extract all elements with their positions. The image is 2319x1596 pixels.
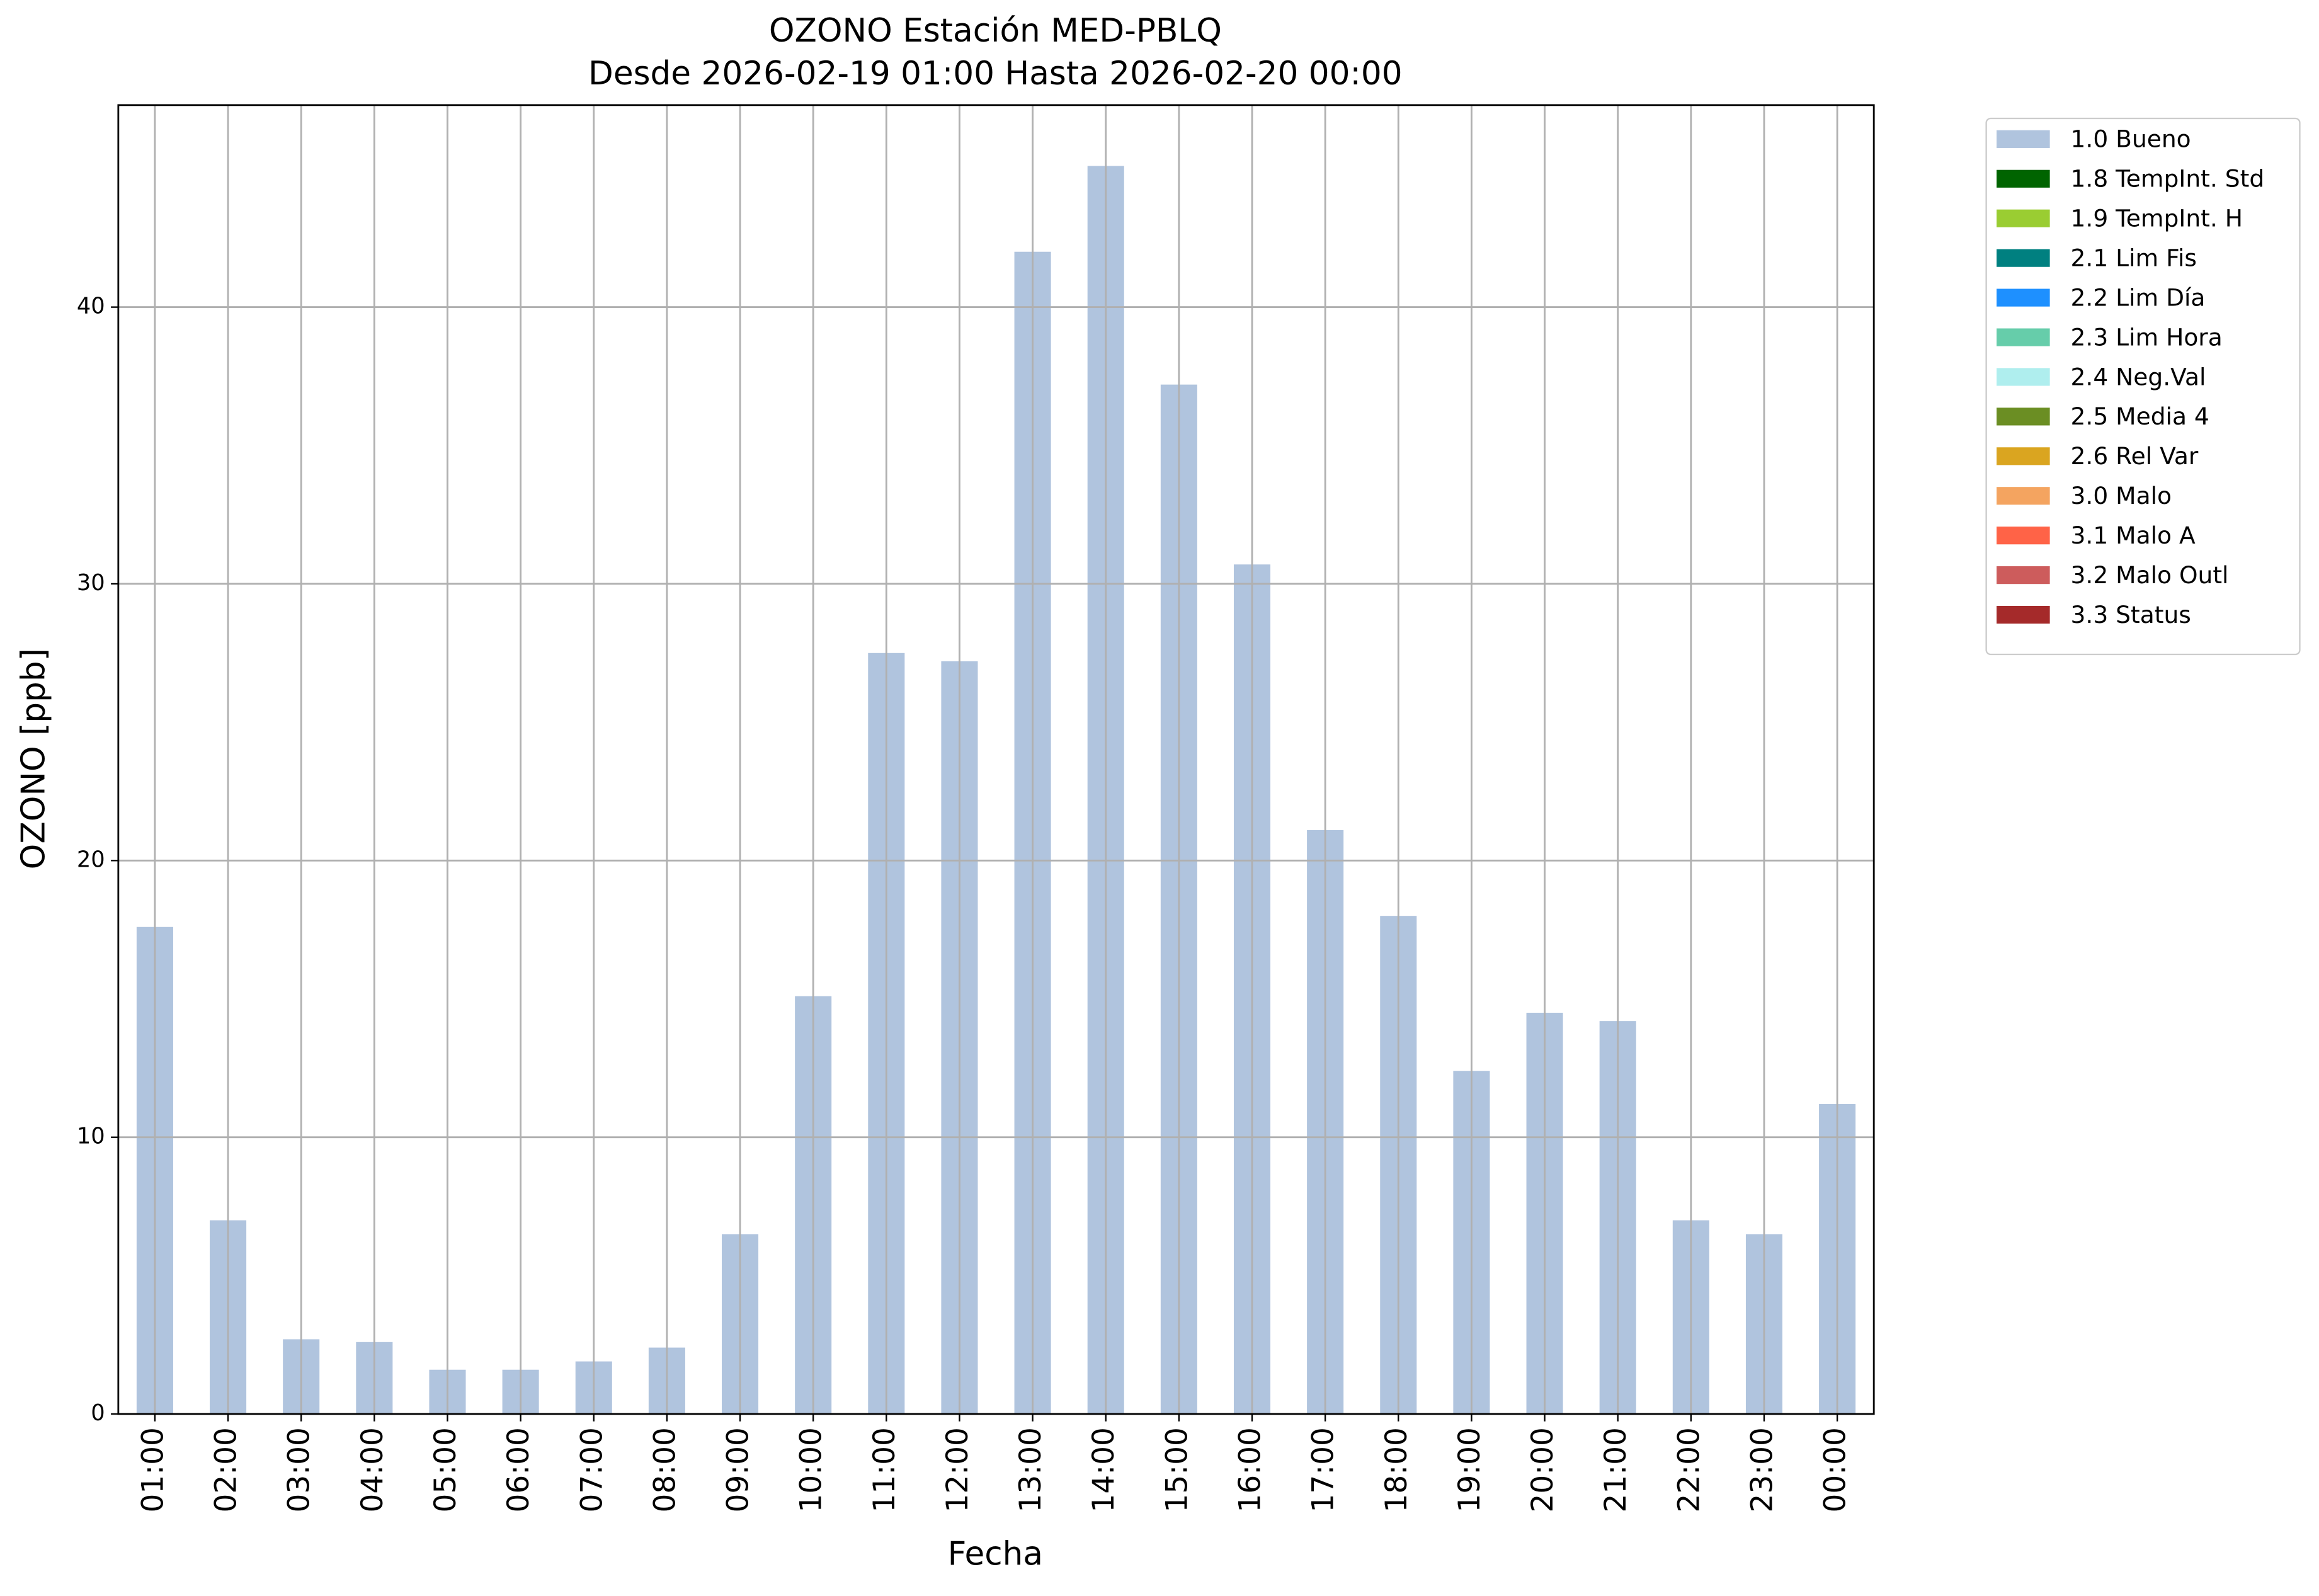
legend-swatch (1997, 487, 2050, 505)
legend-label: 1.0 Bueno (2071, 125, 2191, 153)
legend-swatch (1997, 169, 2050, 188)
legend-swatch (1997, 209, 2050, 227)
legend-label: 2.6 Rel Var (2071, 442, 2199, 470)
legend-swatch (1997, 447, 2050, 465)
x-tick-label: 06:00 (501, 1427, 536, 1512)
x-tick-label: 21:00 (1598, 1427, 1633, 1512)
x-tick-label: 08:00 (647, 1427, 682, 1512)
legend-label: 2.3 Lim Hora (2071, 323, 2223, 351)
chart-subtitle: Desde 2026-02-19 01:00 Hasta 2026-02-20 … (588, 55, 1403, 93)
x-tick-label: 14:00 (1086, 1427, 1121, 1512)
x-tick-label: 02:00 (209, 1427, 244, 1512)
legend-label: 2.1 Lim Fis (2071, 244, 2197, 272)
legend-label: 1.8 TempInt. Std (2071, 165, 2265, 193)
x-tick-label: 20:00 (1525, 1427, 1560, 1512)
x-tick-label: 22:00 (1672, 1427, 1706, 1512)
x-tick-label: 23:00 (1745, 1427, 1779, 1512)
x-tick-label: 04:00 (355, 1427, 390, 1512)
y-tick-label: 30 (77, 570, 105, 596)
legend-label: 2.2 Lim Día (2071, 283, 2206, 311)
x-tick-label: 19:00 (1452, 1427, 1487, 1512)
x-tick-label: 01:00 (135, 1427, 170, 1512)
legend-label: 3.3 Status (2071, 601, 2191, 629)
x-tick-label: 05:00 (428, 1427, 463, 1512)
legend-swatch (1997, 130, 2050, 148)
legend-swatch (1997, 368, 2050, 386)
plot-frame (117, 104, 1875, 1415)
x-tick-label: 18:00 (1379, 1427, 1414, 1512)
x-tick-label: 00:00 (1818, 1427, 1853, 1512)
y-tick-label: 0 (91, 1400, 105, 1426)
legend-label: 2.4 Neg.Val (2071, 363, 2206, 390)
x-tick-label: 07:00 (574, 1427, 609, 1512)
legend-label: 3.1 Malo A (2071, 522, 2196, 549)
legend-swatch (1997, 288, 2050, 307)
x-tick-label: 12:00 (940, 1427, 975, 1512)
legend-swatch (1997, 605, 2050, 624)
y-tick-label: 10 (77, 1124, 105, 1149)
x-axis-label: Fecha (948, 1535, 1043, 1573)
x-tick-label: 10:00 (794, 1427, 829, 1512)
y-axis-label: OZONO [ppb] (14, 648, 52, 869)
legend-swatch (1997, 408, 2050, 426)
chart-title: OZONO Estación MED-PBLQ (769, 12, 1222, 50)
x-tick-label: 13:00 (1013, 1427, 1048, 1512)
x-tick-label: 09:00 (721, 1427, 756, 1512)
legend-label: 3.2 Malo Outl (2071, 561, 2229, 589)
legend-swatch (1997, 328, 2050, 346)
x-tick-label: 16:00 (1233, 1427, 1268, 1512)
legend-swatch (1997, 566, 2050, 584)
legend-label: 3.0 Malo (2071, 482, 2172, 510)
legend-swatch (1997, 249, 2050, 267)
y-tick-label: 20 (77, 846, 105, 872)
legend-label: 1.9 TempInt. H (2071, 205, 2243, 232)
x-tick-label: 15:00 (1160, 1427, 1194, 1512)
legend-swatch (1997, 527, 2050, 545)
legend-label: 2.5 Media 4 (2071, 402, 2209, 430)
x-tick-label: 17:00 (1306, 1427, 1341, 1512)
x-tick-label: 03:00 (282, 1427, 317, 1512)
y-tick-label: 40 (77, 294, 105, 319)
x-tick-label: 11:00 (867, 1427, 902, 1512)
legend-box (1985, 117, 2301, 656)
